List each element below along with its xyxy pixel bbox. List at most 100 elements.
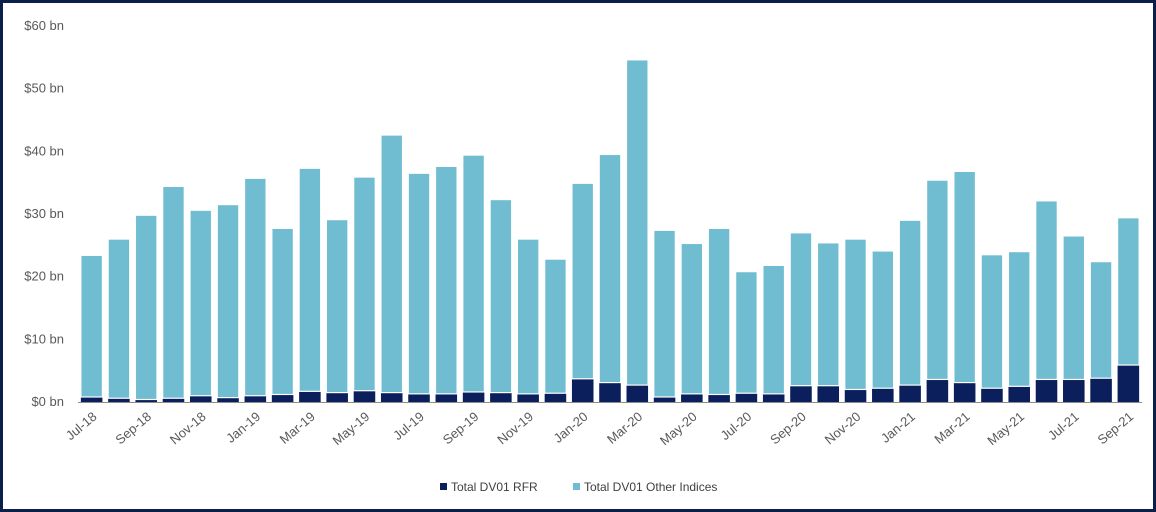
legend: Total DV01 RFR Total DV01 Other Indices	[440, 480, 717, 494]
bar-rfr	[735, 393, 758, 402]
bar-other-indices	[271, 227, 294, 396]
bar-rfr	[80, 396, 103, 402]
bar-rfr	[653, 396, 676, 402]
bar-other-indices	[1116, 217, 1140, 366]
x-tick-label: Jan-21	[878, 409, 918, 446]
legend-swatch-rfr	[440, 483, 447, 490]
bar-other-indices	[134, 214, 158, 401]
bar-rfr	[899, 385, 921, 402]
bar-other-indices	[707, 227, 731, 396]
bar-rfr	[435, 393, 458, 402]
bar-other-indices	[871, 250, 895, 389]
bar-rfr	[1008, 386, 1030, 402]
bar-other-indices	[1062, 235, 1086, 381]
bar-rfr	[1063, 379, 1085, 402]
bar-other-indices	[407, 172, 431, 395]
bar-rfr	[926, 379, 949, 402]
bar-other-indices	[216, 204, 240, 399]
bar-other-indices	[926, 179, 949, 381]
bar-other-indices	[462, 154, 485, 393]
bar-other-indices	[680, 242, 704, 395]
x-tick-label: Nov-20	[822, 409, 864, 447]
y-tick-label: $40 bn	[24, 143, 64, 158]
y-tick-label: $0 bn	[31, 394, 64, 409]
x-tick-label: Mar-19	[277, 409, 318, 447]
bar-other-indices	[571, 182, 595, 380]
bar-rfr	[708, 394, 730, 402]
y-tick-label: $30 bn	[24, 206, 64, 221]
bar-other-indices	[80, 254, 104, 398]
bar-rfr	[681, 393, 703, 402]
x-tick-label: Jan-19	[223, 409, 263, 446]
bar-other-indices	[1089, 261, 1113, 379]
x-tick-label: Jan-20	[551, 409, 591, 446]
bar-rfr	[299, 391, 321, 402]
bar-other-indices	[353, 176, 376, 392]
bar-rfr	[1117, 365, 1140, 402]
bar-other-indices	[325, 219, 349, 394]
bar-other-indices	[844, 238, 867, 391]
bar-rfr	[599, 382, 621, 402]
bar-rfr	[1035, 379, 1058, 402]
bar-other-indices	[380, 134, 404, 394]
bar-other-indices	[816, 242, 840, 387]
bar-other-indices	[898, 219, 922, 386]
x-tick-label: Jul-19	[390, 409, 427, 443]
bar-other-indices	[489, 198, 513, 394]
bar-rfr	[1090, 378, 1112, 402]
legend-swatch-other-indices	[573, 483, 580, 490]
bar-rfr	[217, 397, 239, 402]
x-tick-label: Sep-20	[767, 409, 809, 447]
bar-rfr	[953, 382, 976, 402]
x-tick-label: Jul-21	[1045, 409, 1082, 443]
bar-other-indices	[625, 59, 649, 386]
y-tick-label: $20 bn	[24, 269, 64, 284]
bar-rfr	[326, 392, 348, 402]
x-tick-label: Nov-19	[494, 409, 536, 447]
x-tick-label: Sep-21	[1095, 409, 1137, 447]
bar-rfr	[981, 388, 1003, 402]
bar-rfr	[135, 399, 157, 402]
bar-rfr	[189, 395, 212, 402]
bar-other-indices	[789, 232, 813, 387]
x-axis-labels: Jul-18 Sep-18 Nov-18 Jan-19 Mar-19 May-19 Jul-…	[63, 409, 1136, 448]
bar-other-indices	[107, 238, 131, 399]
bar-rfr	[517, 393, 539, 402]
bar-rfr	[872, 388, 894, 402]
bar-rfr	[544, 393, 567, 402]
bar-rfr	[490, 392, 512, 402]
y-tick-label: $60 bn	[24, 18, 64, 33]
bar-rfr	[408, 393, 430, 402]
bar-rfr	[762, 393, 785, 402]
bar-other-indices	[762, 264, 786, 395]
legend-label-rfr: Total DV01 RFR	[451, 480, 538, 494]
bar-other-indices	[1007, 251, 1031, 387]
bar-other-indices	[434, 165, 458, 395]
bar-rfr	[271, 394, 294, 402]
bar-other-indices	[243, 177, 267, 397]
bar-other-indices	[735, 271, 758, 394]
bar-other-indices	[953, 170, 977, 384]
bars-group	[80, 59, 1140, 402]
x-tick-label: Jul-18	[63, 409, 100, 443]
y-axis-labels: $0 bn $10 bn $20 bn $30 bn $40 bn $50 bn $60 b…	[24, 18, 64, 409]
bar-rfr	[626, 385, 649, 402]
bar-other-indices	[598, 153, 622, 384]
bar-other-indices	[516, 238, 540, 395]
bar-other-indices	[653, 229, 676, 398]
bar-rfr	[790, 385, 812, 402]
y-tick-label: $50 bn	[24, 81, 64, 96]
bar-rfr	[162, 398, 185, 402]
bar-other-indices	[544, 258, 567, 394]
x-tick-label: Nov-18	[167, 409, 209, 447]
bar-rfr	[844, 389, 867, 402]
legend-label-other-indices: Total DV01 Other Indices	[584, 480, 717, 494]
x-tick-label: Jul-20	[718, 409, 755, 443]
x-tick-label: May-21	[984, 409, 1027, 448]
bar-rfr	[108, 398, 130, 402]
x-tick-label: Sep-18	[112, 409, 154, 447]
x-tick-label: May-20	[657, 409, 700, 448]
bar-other-indices	[1035, 200, 1058, 381]
bar-rfr	[462, 391, 485, 402]
